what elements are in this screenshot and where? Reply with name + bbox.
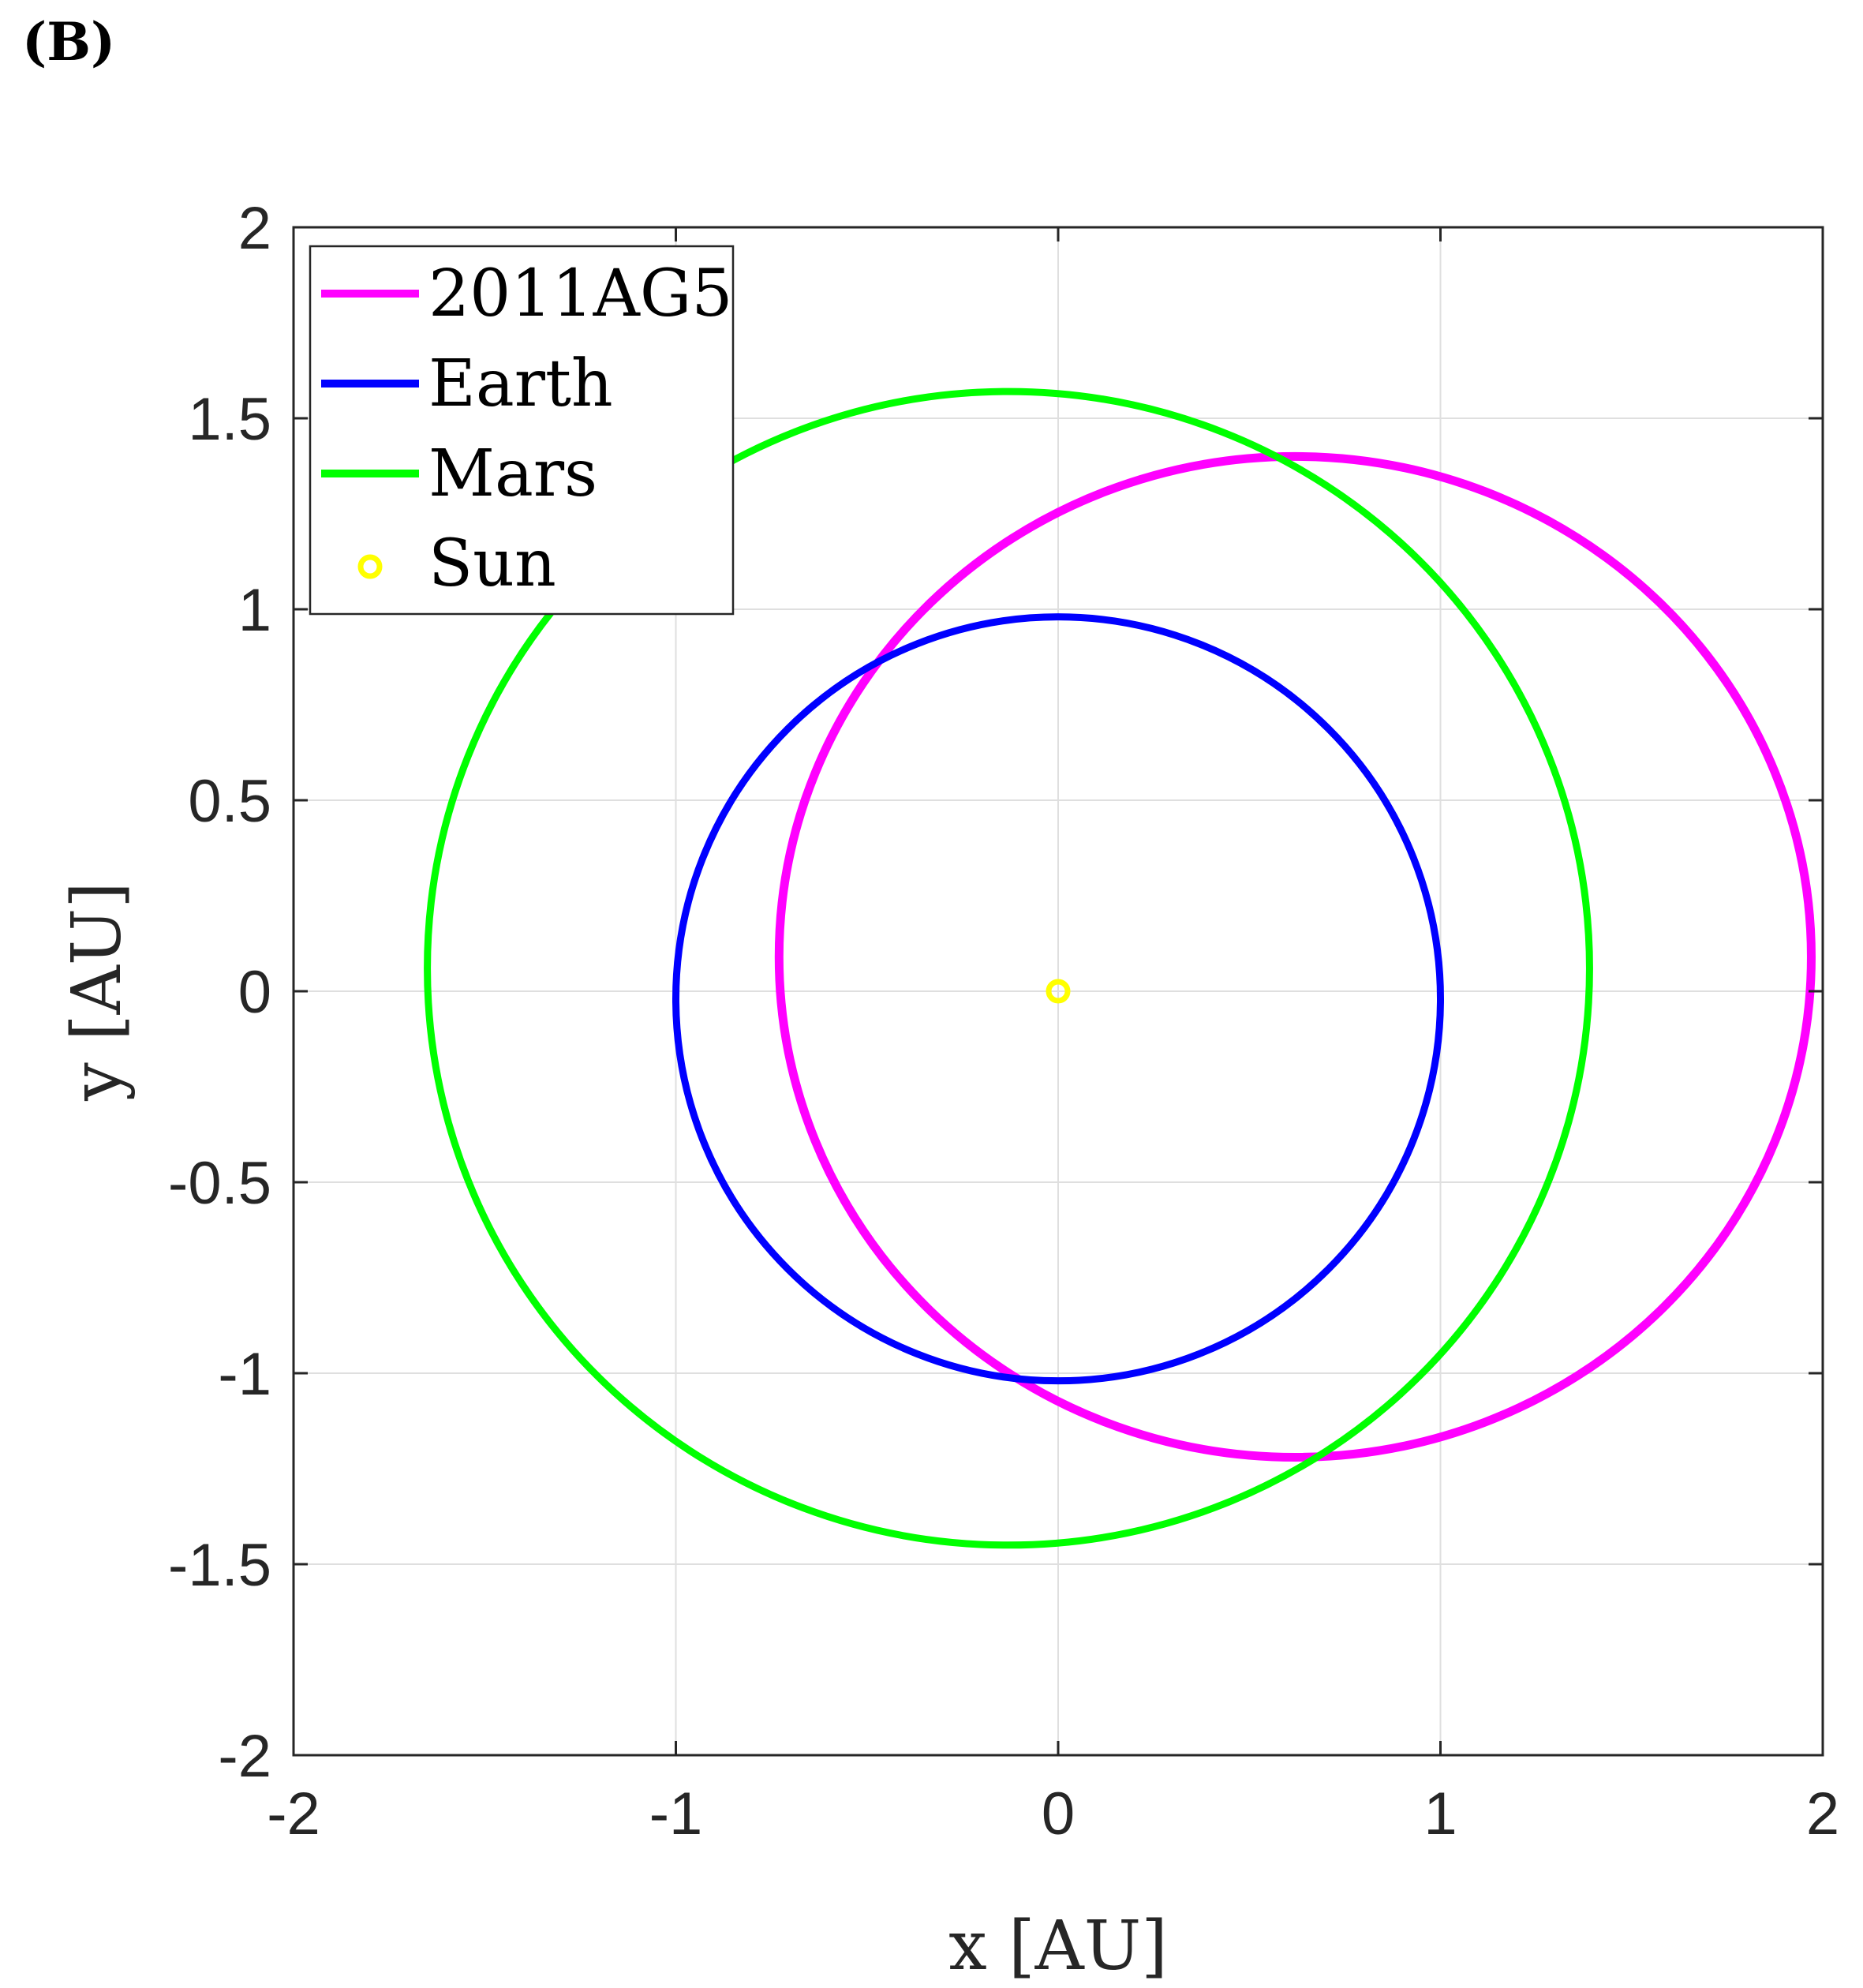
y-tick-label: 1	[238, 577, 271, 644]
orbit-2011ag5	[774, 451, 1816, 1462]
legend: 2011AG5 Earth Mars Sun	[309, 245, 735, 616]
x-tick-label: -2	[267, 1780, 320, 1848]
y-tick-label: -1.5	[168, 1532, 271, 1599]
marker-sun	[1046, 979, 1071, 1004]
legend-label-sun: Sun	[428, 526, 556, 601]
y-tick-label: -0.5	[168, 1150, 271, 1217]
legend-box	[309, 245, 735, 616]
panel-label: (B)	[22, 11, 116, 73]
y-tick-label: 0	[238, 959, 271, 1026]
orbit-earth	[672, 613, 1444, 1385]
orbit-mars	[424, 387, 1593, 1549]
legend-label-earth: Earth	[428, 346, 613, 421]
x-tick-label: 2	[1806, 1780, 1839, 1848]
orbits	[424, 387, 1816, 1549]
y-tick-label: -2	[218, 1723, 271, 1790]
x-tick-label: 1	[1423, 1780, 1457, 1848]
x-tick-label: -1	[649, 1780, 703, 1848]
y-tick-label: 2	[238, 195, 271, 262]
legend-label-mars: Mars	[428, 436, 597, 511]
y-axis-label: y [AU]	[58, 882, 137, 1102]
legend-swatch-sun	[357, 554, 383, 579]
y-tick-label: 0.5	[188, 768, 271, 835]
y-tick-label: 1.5	[188, 386, 271, 453]
x-tick-label: 0	[1042, 1780, 1075, 1848]
x-axis-label: x [AU]	[948, 1907, 1168, 1986]
y-tick-label: -1	[218, 1341, 271, 1408]
legend-label-2011ag5: 2011AG5	[428, 256, 733, 331]
